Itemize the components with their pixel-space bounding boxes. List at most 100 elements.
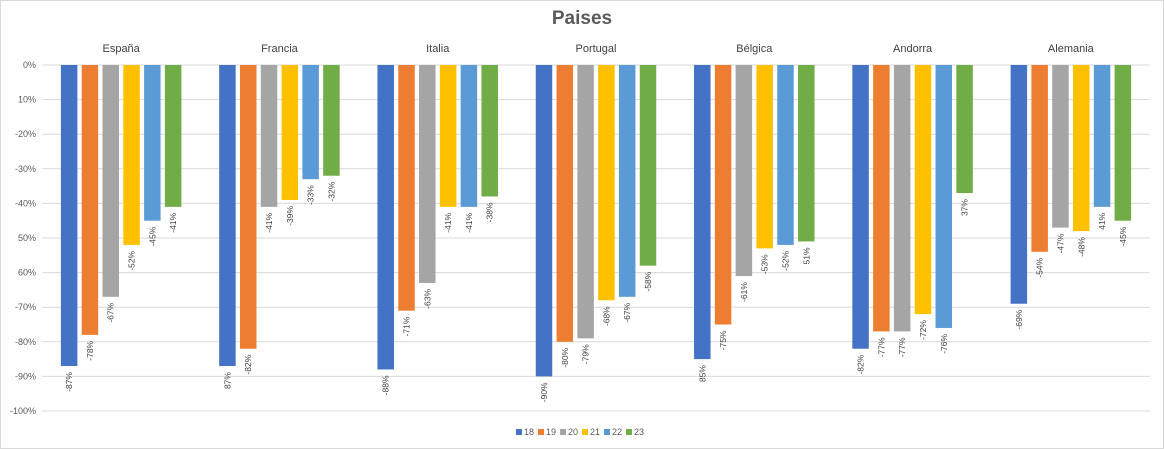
bar (481, 65, 498, 197)
category-labels: España Francia Italia Portugal Bélgica Andorr… (102, 43, 1094, 55)
data-label: 37% (960, 199, 970, 216)
bar (323, 65, 340, 176)
legend-label: 19 (546, 427, 556, 437)
category-label: Italia (426, 43, 450, 55)
category-label: Francia (261, 43, 299, 55)
data-label: -63% (422, 289, 432, 309)
legend-swatch (626, 429, 632, 435)
legend-label: 21 (590, 427, 600, 437)
data-label: -52% (780, 250, 790, 270)
bars (60, 65, 1132, 377)
y-tick-label: 10% (18, 95, 36, 105)
legend: 18 19 20 21 22 23 (516, 427, 644, 437)
data-label: 41% (1097, 212, 1107, 229)
y-tick-label: 0% (23, 60, 36, 70)
data-label: -33% (306, 185, 316, 205)
bar (1031, 65, 1048, 252)
data-label: -67% (106, 302, 116, 322)
legend-swatch (604, 429, 610, 435)
bar (535, 65, 553, 377)
data-label: -77% (876, 337, 886, 357)
y-axis: 0% 10% -20% -30% -40% 50% 60% -70% -80% -90% -100% (10, 60, 36, 416)
data-label: 85% (697, 365, 707, 382)
y-tick-label: -70% (15, 302, 36, 312)
bar (239, 65, 257, 349)
data-label: -90% (539, 382, 549, 402)
bar (873, 65, 890, 332)
data-label: -76% (939, 334, 949, 354)
data-label: -32% (326, 181, 336, 201)
data-label: -45% (147, 226, 157, 246)
data-label: -41% (168, 212, 178, 232)
legend-swatch (582, 429, 588, 435)
bar (777, 65, 794, 245)
legend-label: 20 (568, 427, 578, 437)
bar (577, 65, 594, 339)
bar (756, 65, 773, 249)
legend-label: 18 (524, 427, 534, 437)
data-label: -82% (856, 354, 866, 374)
category-label: Bélgica (736, 43, 773, 55)
data-label: -53% (760, 254, 770, 274)
data-label: -58% (643, 271, 653, 291)
data-labels: -87% -78% -67% -52% -45% -41% 87% -82% -41% -39% -… (64, 181, 1128, 402)
y-tick-label: -30% (15, 164, 36, 174)
bar (852, 65, 869, 349)
bar (1010, 65, 1028, 304)
category-label: Portugal (576, 43, 617, 55)
data-label: -54% (1035, 257, 1045, 277)
legend-label: 22 (612, 427, 622, 437)
data-label: -47% (1055, 233, 1065, 253)
bar (260, 65, 278, 207)
bar (618, 65, 636, 297)
y-tick-label: -90% (15, 371, 36, 381)
gridlines (42, 64, 1150, 412)
data-label: -79% (581, 344, 591, 364)
data-label: -52% (127, 250, 137, 270)
bar (281, 65, 299, 200)
y-tick-label: -100% (10, 406, 36, 416)
data-label: -48% (1076, 237, 1086, 257)
bar (935, 65, 953, 328)
bar (60, 65, 78, 367)
legend-swatch (538, 429, 544, 435)
data-label: -61% (739, 282, 749, 302)
bar (419, 65, 436, 283)
bar (302, 65, 319, 180)
bar (1114, 65, 1132, 221)
bar (377, 65, 394, 370)
chart-title: Paises (551, 8, 613, 29)
bar (1052, 65, 1069, 228)
data-label: -87% (64, 372, 74, 392)
bar (735, 65, 753, 277)
data-label: -68% (601, 306, 611, 326)
bar (81, 65, 99, 335)
y-tick-label: 60% (18, 268, 36, 278)
bar (798, 65, 815, 242)
data-label: -67% (622, 302, 632, 322)
bar (694, 65, 711, 360)
category-label: Andorra (893, 43, 933, 55)
y-tick-label: -80% (15, 337, 36, 347)
data-label: -41% (464, 212, 474, 232)
bar (1093, 65, 1111, 207)
data-label: -88% (381, 375, 391, 395)
bar (714, 65, 732, 325)
data-label: -80% (560, 347, 570, 367)
data-label: -39% (285, 205, 295, 225)
data-label: -71% (402, 316, 412, 336)
y-tick-label: 50% (18, 233, 36, 243)
category-label: Alemania (1048, 43, 1095, 55)
legend-label: 23 (634, 427, 644, 437)
data-label: -77% (897, 337, 907, 357)
category-label: España (102, 43, 140, 55)
bar (144, 65, 161, 221)
bar (956, 65, 973, 194)
bar (102, 65, 119, 297)
data-label: -72% (918, 320, 928, 340)
bar (460, 65, 478, 207)
bar (164, 65, 182, 207)
data-label: -41% (264, 212, 274, 232)
legend-swatch (516, 429, 522, 435)
bar (914, 65, 932, 315)
